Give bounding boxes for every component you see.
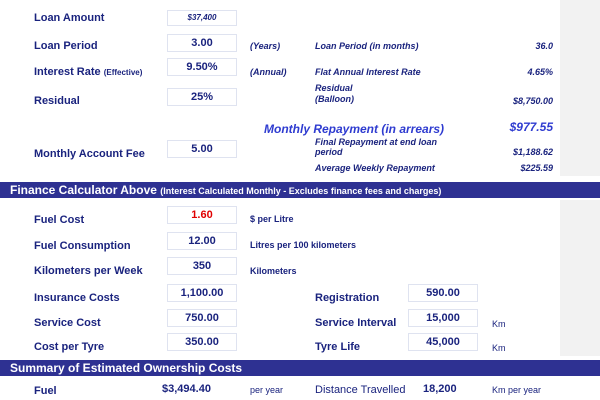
final-repayment-label-2: period <box>315 147 343 157</box>
finance-banner-title: Finance Calculator Above <box>10 183 157 197</box>
fuel-consumption-unit: Litres per 100 kilometers <box>250 240 357 250</box>
fuel-cost-field[interactable]: 1.60 <box>167 206 237 224</box>
tyre-life-unit: Km <box>492 343 506 353</box>
residual-balloon-value: $8,750.00 <box>512 96 553 106</box>
summary-distance-value: 18,200 <box>423 383 457 395</box>
ownership-banner-title: Summary of Estimated Ownership Costs <box>10 361 243 375</box>
loan-period-field[interactable]: 3.00 <box>167 34 237 52</box>
km-per-week-field[interactable]: 350 <box>167 257 237 275</box>
residual-label: Residual <box>34 95 80 107</box>
service-interval-field[interactable]: 15,000 <box>408 309 478 327</box>
registration-label: Registration <box>315 292 380 304</box>
monthly-repayment-label: Monthly Repayment (in arrears) <box>264 122 445 136</box>
residual-balloon-label-2: (Balloon) <box>315 94 354 104</box>
fuel-consumption-field[interactable]: 12.00 <box>167 232 237 250</box>
interest-rate-label-suffix: (Effective) <box>103 68 143 77</box>
loan-amount-label: Loan Amount <box>34 12 105 24</box>
km-per-week-unit: Kilometers <box>250 266 297 276</box>
side-strip-top <box>560 0 600 176</box>
account-fee-label: Monthly Account Fee <box>34 148 145 160</box>
interest-rate-label-text: Interest Rate <box>34 66 101 78</box>
final-repayment-label-1: Final Repayment at end loan <box>315 137 438 147</box>
finance-calculator-banner: Finance Calculator Above (Interest Calcu… <box>0 182 600 198</box>
tyre-life-field[interactable]: 45,000 <box>408 333 478 351</box>
tyre-cost-label: Cost per Tyre <box>34 341 105 353</box>
service-interval-label: Service Interval <box>315 317 397 329</box>
insurance-label: Insurance Costs <box>34 292 120 304</box>
ownership-costs-banner: Summary of Estimated Ownership Costs <box>0 360 600 376</box>
residual-field[interactable]: 25% <box>167 88 237 106</box>
account-fee-field[interactable]: 5.00 <box>167 140 237 158</box>
service-cost-label: Service Cost <box>34 317 101 329</box>
residual-balloon-label-1: Residual <box>315 83 353 93</box>
finance-banner-note: (Interest Calculated Monthly - Excludes … <box>160 186 442 196</box>
registration-field[interactable]: 590.00 <box>408 284 478 302</box>
service-interval-unit: Km <box>492 319 506 329</box>
loan-period-unit: (Years) <box>250 41 281 51</box>
monthly-repayment-value: $977.55 <box>509 120 553 134</box>
summary-fuel-label: Fuel <box>34 385 57 397</box>
loan-period-months-label: Loan Period (in months) <box>315 41 419 51</box>
summary-fuel-value: $3,494.40 <box>162 383 211 395</box>
summary-distance-unit: Km per year <box>492 385 542 395</box>
loan-amount-field[interactable]: $37,400 <box>167 10 237 26</box>
loan-period-label: Loan Period <box>34 40 98 52</box>
interest-rate-label: Interest Rate (Effective) <box>34 66 142 78</box>
final-repayment-value: $1,188.62 <box>512 147 553 157</box>
weekly-repayment-value: $225.59 <box>520 163 553 173</box>
tyre-cost-field[interactable]: 350.00 <box>167 333 237 351</box>
insurance-field[interactable]: 1,100.00 <box>167 284 237 302</box>
summary-distance-label: Distance Travelled <box>315 384 406 396</box>
service-cost-field[interactable]: 750.00 <box>167 309 237 327</box>
weekly-repayment-label: Average Weekly Repayment <box>315 163 435 173</box>
km-per-week-label: Kilometers per Week <box>34 265 143 277</box>
loan-period-months-value: 36.0 <box>535 41 553 51</box>
fuel-cost-label: Fuel Cost <box>34 214 85 226</box>
flat-rate-label: Flat Annual Interest Rate <box>315 67 421 77</box>
interest-rate-field[interactable]: 9.50% <box>167 58 237 76</box>
fuel-cost-unit: $ per Litre <box>250 214 294 224</box>
fuel-consumption-label: Fuel Consumption <box>34 240 131 252</box>
interest-rate-unit: (Annual) <box>250 67 287 77</box>
flat-rate-value: 4.65% <box>527 67 553 77</box>
side-strip-bottom <box>560 200 600 356</box>
tyre-life-label: Tyre Life <box>315 341 361 353</box>
summary-fuel-unit: per year <box>250 385 284 395</box>
